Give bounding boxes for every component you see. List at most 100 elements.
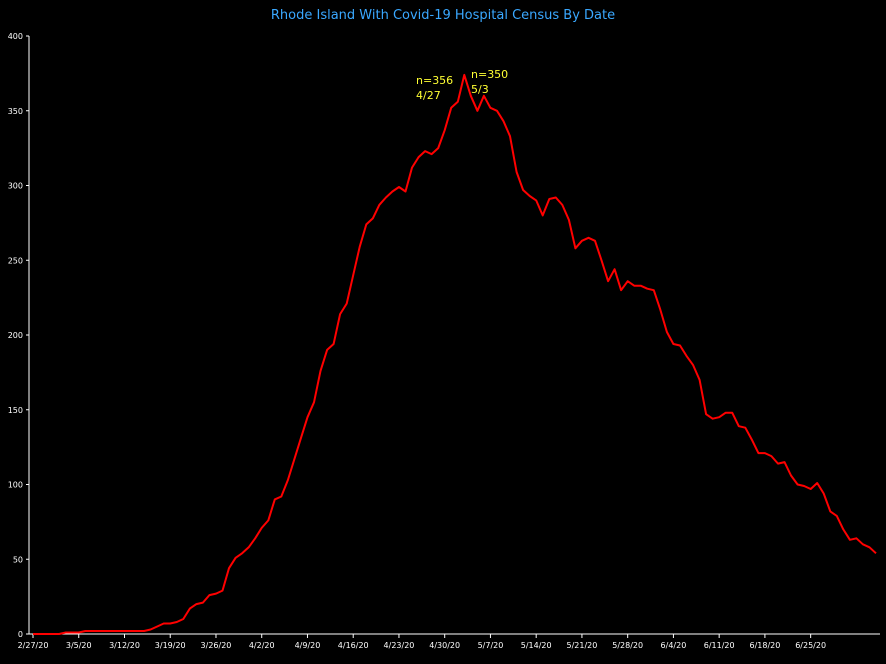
data-point xyxy=(293,458,295,460)
x-tick-label: 6/25/20 xyxy=(795,641,826,650)
data-point xyxy=(640,285,642,287)
data-point xyxy=(307,416,309,418)
data-point xyxy=(751,439,753,441)
data-point xyxy=(607,280,609,282)
data-point xyxy=(842,528,844,530)
data-point xyxy=(496,110,498,112)
y-tick-label: 0 xyxy=(18,630,23,639)
data-point xyxy=(320,370,322,372)
y-tick-label: 350 xyxy=(8,107,23,116)
data-point xyxy=(117,630,119,632)
data-point xyxy=(424,150,426,152)
data-point xyxy=(522,189,524,191)
data-point xyxy=(326,349,328,351)
annotation-date: 4/27 xyxy=(416,89,441,102)
x-tick-label: 4/23/20 xyxy=(384,641,415,650)
data-point xyxy=(52,633,54,635)
data-point xyxy=(124,630,126,632)
data-point xyxy=(757,452,759,454)
data-point xyxy=(849,539,851,541)
data-point xyxy=(542,214,544,216)
data-point xyxy=(718,416,720,418)
data-point xyxy=(653,289,655,291)
x-tick-label: 6/18/20 xyxy=(749,641,780,650)
data-point xyxy=(450,107,452,109)
data-point xyxy=(444,129,446,131)
y-tick-label: 100 xyxy=(8,481,23,490)
data-point xyxy=(418,156,420,158)
data-point xyxy=(503,120,505,122)
x-tick-label: 4/16/20 xyxy=(338,641,369,650)
data-point xyxy=(699,379,701,381)
data-point xyxy=(150,629,152,631)
data-point xyxy=(300,437,302,439)
data-point xyxy=(790,475,792,477)
data-point xyxy=(725,412,727,414)
data-point xyxy=(431,153,433,155)
data-point xyxy=(84,630,86,632)
x-tick-label: 5/14/20 xyxy=(521,641,552,650)
data-point xyxy=(208,594,210,596)
data-point xyxy=(91,630,93,632)
data-point xyxy=(516,171,518,173)
data-point xyxy=(110,630,112,632)
data-point xyxy=(333,343,335,345)
data-point xyxy=(78,632,80,634)
y-tick-label: 400 xyxy=(8,32,23,41)
data-point xyxy=(176,621,178,623)
data-point xyxy=(261,527,263,529)
data-point xyxy=(352,274,354,276)
data-point xyxy=(156,626,158,628)
x-tick-label: 5/28/20 xyxy=(612,641,643,650)
y-tick-label: 250 xyxy=(8,256,23,265)
x-tick-label: 3/5/20 xyxy=(66,641,92,650)
data-point xyxy=(489,107,491,109)
data-point xyxy=(777,463,779,465)
data-point xyxy=(646,288,648,290)
data-point xyxy=(823,493,825,495)
data-point xyxy=(71,632,73,634)
data-point xyxy=(313,401,315,403)
data-point xyxy=(346,303,348,305)
data-point xyxy=(561,204,563,206)
data-point xyxy=(182,618,184,620)
data-point xyxy=(476,110,478,112)
data-point xyxy=(437,147,439,149)
data-point xyxy=(568,219,570,221)
data-point xyxy=(274,498,276,500)
data-point xyxy=(659,309,661,311)
x-tick-label: 3/26/20 xyxy=(201,641,232,650)
data-point xyxy=(195,603,197,605)
data-point xyxy=(385,197,387,199)
data-point xyxy=(679,345,681,347)
data-point xyxy=(529,195,531,197)
x-tick-label: 4/30/20 xyxy=(429,641,460,650)
data-point xyxy=(189,608,191,610)
data-point xyxy=(633,285,635,287)
data-point xyxy=(163,623,165,625)
data-point xyxy=(39,633,41,635)
data-point xyxy=(241,552,243,554)
data-point xyxy=(548,198,550,200)
data-point xyxy=(627,280,629,282)
data-point xyxy=(594,240,596,242)
data-point xyxy=(235,557,237,559)
data-point xyxy=(862,543,864,545)
data-point xyxy=(855,537,857,539)
data-point xyxy=(712,418,714,420)
data-point xyxy=(614,268,616,270)
annotation-date: 5/3 xyxy=(471,83,489,96)
data-point xyxy=(58,633,60,635)
x-tick-label: 6/11/20 xyxy=(704,641,735,650)
data-point xyxy=(816,482,818,484)
x-tick-label: 4/2/20 xyxy=(249,641,275,650)
data-point xyxy=(574,247,576,249)
x-axis-ticks: 2/27/20 3/5/20 3/12/20 3/19/20 3/26/20 4/2/20… xyxy=(18,634,826,650)
data-point xyxy=(810,488,812,490)
data-point xyxy=(254,537,256,539)
y-tick-label: 200 xyxy=(8,331,23,340)
data-point xyxy=(359,246,361,248)
data-point xyxy=(692,364,694,366)
